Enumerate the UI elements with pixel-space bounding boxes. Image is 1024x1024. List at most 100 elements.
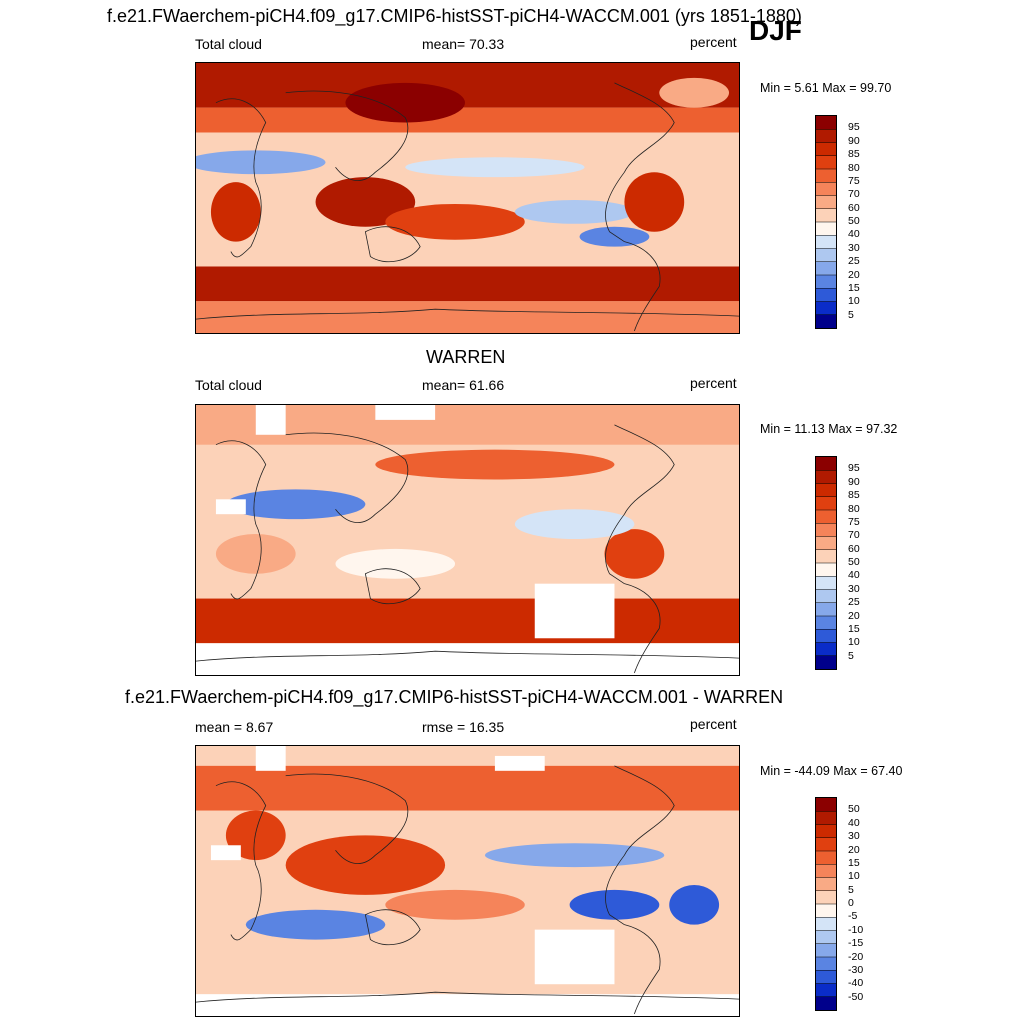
panel2-colorbar-tick-label: 85: [848, 489, 860, 502]
field-blob: [569, 889, 660, 920]
panel3-colorbar-swatch: [816, 943, 836, 958]
panel1-colorbar-tick-label: 20: [848, 268, 860, 281]
panel2-title: WARREN: [426, 347, 506, 367]
panel1-colorbar-tick-label: 70: [848, 188, 860, 201]
field-blob: [375, 449, 615, 480]
coastline: [285, 432, 409, 523]
panel1-colorbar-tick-label: 40: [848, 228, 860, 241]
coastline: [285, 90, 409, 181]
coastline: [285, 773, 409, 864]
panel2-colorbar-tick-label: 20: [848, 609, 860, 622]
panel3-colorbar-swatch: [816, 983, 836, 998]
field-band: [196, 63, 739, 108]
panel1-mean-label: mean= 70.33: [422, 36, 505, 52]
panel1-colorbar-swatch: [816, 261, 836, 276]
panel2-colorbar-tick-label: 75: [848, 515, 860, 528]
field-blob: [659, 77, 730, 108]
panel2-map: [195, 404, 740, 676]
panel1-colorbar-tick-label: 80: [848, 161, 860, 174]
panel1-colorbar-swatch: [816, 235, 836, 249]
panel3-colorbar-tick-label: 40: [848, 816, 860, 829]
panel1-colorbar-swatch: [816, 155, 836, 170]
panel3-map: [195, 745, 740, 1017]
panel2-colorbar-tick-label: 25: [848, 596, 860, 609]
field-blob: [669, 884, 720, 925]
field-band: [375, 405, 436, 420]
panel1-colorbar-tick-label: 75: [848, 174, 860, 187]
map-field: [196, 63, 739, 333]
panel3-colorbar-swatch: [816, 930, 836, 945]
panel3-colorbar-swatch: [816, 996, 836, 1010]
panel3-colorbar-tick-label: 5: [848, 883, 854, 896]
panel2-colorbar-swatch: [816, 629, 836, 643]
panel1-colorbar-tick-label: 50: [848, 215, 860, 227]
panel3-colorbar-tick-label: -10: [848, 923, 864, 936]
panel2-colorbar-swatch: [816, 642, 836, 657]
coastline: [196, 308, 739, 320]
field-blob: [225, 810, 286, 861]
field-blob: [385, 203, 525, 240]
coastline: [215, 781, 267, 941]
panel2-colorbar-tick-label: 5: [848, 649, 854, 662]
panel2-colorbar-swatch: [816, 536, 836, 551]
panel1-left-label: Total cloud: [195, 36, 262, 52]
panel2-minmax: Min = 11.13 Max = 97.32: [760, 422, 898, 436]
panel1-units-label: percent: [690, 34, 737, 50]
panel1-colorbar-swatch: [816, 142, 836, 157]
panel2-colorbar-swatch: [816, 523, 836, 537]
panel1-colorbar-swatch: [816, 275, 836, 289]
panel3-colorbar-tick-label: 20: [848, 843, 860, 856]
panel3-colorbar-tick-label: 15: [848, 856, 860, 869]
panel3-colorbar-tick-label: -20: [848, 950, 864, 963]
panel1-colorbar-tick-label: 5: [848, 308, 854, 321]
field-band: [196, 301, 739, 333]
coastline: [215, 98, 267, 258]
panel1-colorbar-tick-label: 85: [848, 148, 860, 161]
panel2-colorbar-tick-label: 70: [848, 529, 860, 542]
field-blob: [315, 177, 416, 227]
field-band: [196, 643, 739, 675]
panel1-colorbar-swatch: [816, 116, 836, 130]
panel3-colorbar-swatch: [816, 917, 836, 931]
panel2-colorbar-swatch: [816, 563, 836, 577]
panel3-colorbar-swatch: [816, 798, 836, 812]
field-blob: [210, 182, 261, 242]
panel2-colorbar-swatch: [816, 549, 836, 564]
panel2-colorbar-swatch: [816, 602, 836, 617]
field-blob: [579, 226, 650, 247]
panel2-colorbar-swatch: [816, 457, 836, 471]
panel3-colorbar-tick-label: -50: [848, 990, 864, 1003]
panel2-colorbar-swatch: [816, 655, 836, 669]
panel2-colorbar-tick-label: 30: [848, 582, 860, 595]
panel2-colorbar-tick-label: 60: [848, 542, 860, 555]
field-band: [215, 499, 246, 515]
panel2-colorbar-tick-label: 90: [848, 475, 860, 488]
panel3-colorbar-tick-label: 50: [848, 803, 860, 816]
field-band: [196, 994, 739, 1016]
panel3-rmse-label: rmse = 16.35: [422, 719, 505, 735]
coastline: [215, 440, 267, 600]
field-blob: [604, 529, 665, 579]
panel1-colorbar-tick-label: 15: [848, 281, 860, 294]
panel3-colorbar-swatch: [816, 824, 836, 839]
figure-title: f.e21.FWaerchem-piCH4.f09_g17.CMIP6-hist…: [107, 6, 802, 26]
field-blob: [335, 548, 456, 579]
field-band: [196, 266, 739, 302]
coastline: [364, 909, 421, 946]
field-blob: [514, 509, 635, 540]
panel1-colorbar-tick-label: 25: [848, 255, 860, 268]
panel2-colorbar-swatch: [816, 510, 836, 524]
panel2-colorbar-swatch: [816, 576, 836, 590]
field-blob: [196, 150, 326, 175]
field-blob: [285, 835, 446, 895]
panel1-colorbar: [815, 115, 837, 329]
panel2-units-label: percent: [690, 375, 737, 391]
coastline: [624, 924, 661, 1015]
panel2-mean-label: mean= 61.66: [422, 377, 505, 393]
field-band: [196, 598, 739, 644]
field-band: [534, 929, 615, 985]
panel3-colorbar-swatch: [816, 851, 836, 865]
panel3-title: f.e21.FWaerchem-piCH4.f09_g17.CMIP6-hist…: [125, 687, 784, 707]
panel2-colorbar: [815, 456, 837, 670]
panel2-colorbar-swatch: [816, 483, 836, 498]
